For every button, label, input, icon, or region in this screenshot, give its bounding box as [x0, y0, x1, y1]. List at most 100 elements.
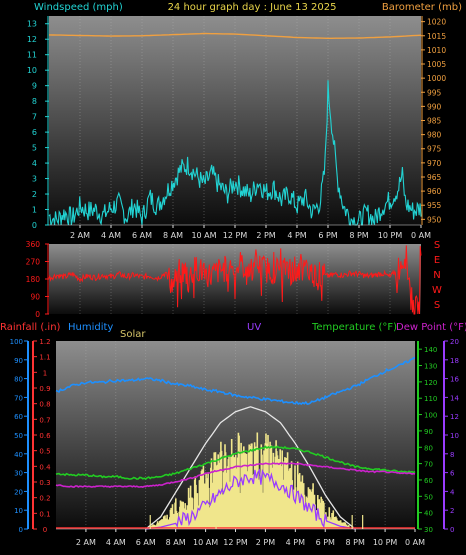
rainfall-axis-tick-label: 0.8 — [39, 401, 50, 409]
humidity-axis-tick-label: 30 — [14, 470, 23, 478]
uv-label: UV — [247, 322, 261, 333]
dew-point-label: Dew Point (°F) — [396, 322, 466, 333]
temperature-axis-tick-label: 120 — [424, 379, 437, 387]
tick-label: 13 — [27, 20, 37, 29]
uv-line — [145, 468, 356, 530]
direction-axis: 0 90 180 270 360 — [26, 240, 49, 319]
tick-label: 950 — [427, 215, 442, 224]
humidity-axis-tick-label: 0 — [19, 526, 23, 534]
tick-label: 965 — [427, 173, 442, 182]
x-tick-label: 10 PM — [373, 538, 398, 547]
humidity-axis-tick-label: 50 — [14, 432, 23, 440]
rainfall-axis-tick-label: 0.3 — [39, 479, 50, 487]
temp-series — [55, 357, 416, 530]
humidity-axis-tick-label: 10 — [14, 507, 23, 515]
wind-series — [48, 32, 422, 226]
tick-label: 360 — [26, 240, 41, 249]
compass-S: S — [434, 300, 440, 311]
uv-axis-tick-label: 18 — [450, 357, 459, 365]
temperature-axis-tick-label: 40 — [424, 510, 433, 518]
temperature-axis-tick-label: 100 — [424, 412, 437, 420]
tick-label: 985 — [427, 117, 442, 126]
temperature-axis-tick-label: 60 — [424, 477, 433, 485]
tick-label: 1 — [32, 206, 37, 215]
tick-label: 0 — [35, 310, 40, 319]
rainfall-axis-tick-label: 0 — [43, 526, 47, 534]
temperature-line — [55, 445, 416, 481]
rainfall-axis-tick-label: 0.6 — [39, 432, 51, 440]
tick-label: 955 — [427, 201, 442, 210]
tick-label: 1010 — [427, 46, 446, 55]
rainfall-axis-tick-label: 0.4 — [39, 463, 51, 471]
tick-label: 10 — [27, 66, 37, 75]
x-tick-label: 4 PM — [287, 231, 306, 240]
tick-label: 960 — [427, 187, 442, 196]
x-tick-label: 8 PM — [349, 231, 368, 240]
compass-E: E — [434, 255, 440, 266]
compass-W: W — [432, 285, 442, 296]
x-tick-label: 2 PM — [256, 538, 275, 547]
temperature-axis-tick-label: 110 — [424, 395, 437, 403]
uv-axis-tick-label: 2 — [450, 507, 454, 515]
windspeed-line — [48, 80, 422, 226]
uv-axis-tick-label: 12 — [450, 413, 459, 421]
x-tick-label: 12 PM — [223, 231, 248, 240]
x-tick-label: 2 AM — [76, 538, 96, 547]
x-tick-label: 0 AM — [411, 231, 431, 240]
rainfall-axis-tick-label: 1.2 — [39, 338, 50, 346]
compass-N: N — [433, 270, 440, 281]
wind-x-axis: 2 AM 4 AM 6 AM 8 AM 10 AM 12 PM 2 PM 4 PM 6 PM 8 … — [49, 224, 431, 240]
wind-direction-line — [48, 245, 422, 315]
temperature-axis-tick-label: 30 — [424, 526, 433, 534]
tick-label: 1005 — [427, 60, 446, 69]
tick-label: 1015 — [427, 32, 446, 41]
solar-label: Solar — [120, 329, 146, 340]
x-tick-label: 6 PM — [316, 538, 335, 547]
temperature-axis-tick-label: 140 — [424, 346, 437, 354]
x-tick-label: 10 AM — [193, 538, 218, 547]
tick-label: 8 — [32, 97, 37, 106]
uv-axis-tick-label: 8 — [450, 451, 454, 459]
x-tick-label: 12 PM — [223, 538, 248, 547]
temperature-axis-tick-label: 90 — [424, 428, 433, 436]
tick-label: 975 — [427, 145, 442, 154]
tick-label: 90 — [30, 293, 40, 302]
rainfall-axis-tick-label: 0.2 — [39, 495, 50, 503]
tick-label: 980 — [427, 131, 442, 140]
temperature-axis-tick-label: 50 — [424, 493, 433, 501]
x-tick-label: 6 AM — [132, 231, 152, 240]
temperature-axis-tick-label: 70 — [424, 461, 433, 469]
uv-axis-tick-label: 0 — [450, 526, 454, 534]
tick-label: 4 — [32, 159, 37, 168]
tick-label: 12 — [27, 35, 37, 44]
tick-label: 7 — [32, 113, 37, 122]
humidity-axis-tick-label: 20 — [14, 488, 23, 496]
uv-axis-tick-label: 4 — [450, 488, 455, 496]
humidity-line — [55, 357, 416, 406]
uv-axis-tick-label: 16 — [450, 376, 459, 384]
tick-label: 9 — [32, 82, 37, 91]
x-tick-label: 0 AM — [405, 538, 425, 547]
x-tick-label: 8 AM — [166, 538, 186, 547]
humidity-label: Humidity — [68, 322, 113, 333]
temperature-axis-tick-label: 130 — [424, 363, 437, 371]
x-tick-label: 6 PM — [318, 231, 337, 240]
tick-label: 180 — [26, 275, 41, 284]
x-tick-label: 6 AM — [136, 538, 156, 547]
tick-label: 995 — [427, 88, 442, 97]
tick-label: 1020 — [427, 18, 446, 27]
temperature-axis-tick-label: 80 — [424, 444, 433, 452]
humidity-axis-tick-label: 100 — [10, 338, 23, 346]
rainfall-axis-tick-label: 1.1 — [39, 354, 50, 362]
x-tick-label: 4 PM — [286, 538, 305, 547]
dew-point-line — [55, 462, 416, 488]
tick-label: 5 — [32, 144, 37, 153]
tick-label: 6 — [32, 128, 37, 137]
x-tick-label: 4 AM — [101, 231, 121, 240]
wind-direction-panel — [49, 244, 421, 314]
tick-label: 11 — [27, 51, 37, 60]
rainfall-axis-tick-label: 0.1 — [39, 510, 50, 518]
